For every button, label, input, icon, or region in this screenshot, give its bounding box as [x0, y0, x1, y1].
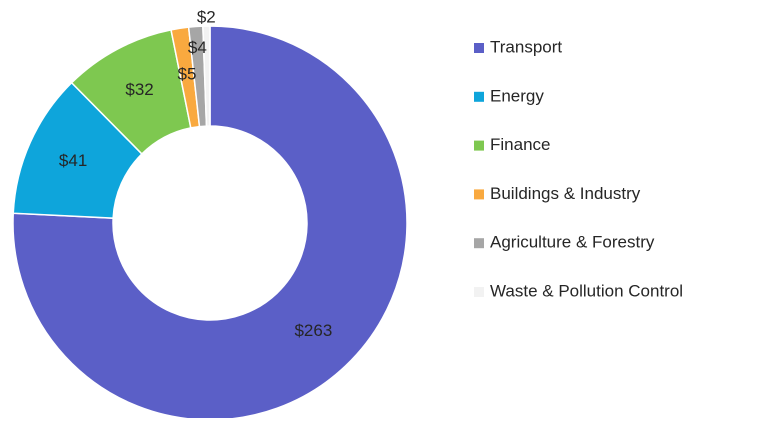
data-label: $263: [294, 321, 332, 340]
legend-swatch: [474, 238, 484, 249]
donut-slice: [12, 25, 408, 421]
legend-swatch: [474, 43, 484, 53]
legend-label: Finance: [490, 135, 550, 154]
legend-label: Agriculture & Forestry: [490, 233, 655, 252]
donut-slice: [202, 25, 211, 127]
data-label: $5: [178, 64, 197, 83]
legend-swatch: [474, 140, 484, 151]
data-label: $32: [125, 80, 153, 99]
legend-swatch: [474, 287, 484, 297]
data-label: $2: [197, 8, 216, 27]
data-label: $41: [59, 151, 87, 170]
legend-swatch: [474, 189, 484, 200]
data-label: $4: [188, 38, 207, 57]
legend-label: Waste & Pollution Control: [490, 281, 683, 300]
legend-label: Energy: [490, 86, 544, 105]
legend-label: Transport: [490, 37, 562, 56]
legend-swatch: [474, 91, 484, 102]
legend-label: Buildings & Industry: [490, 184, 641, 203]
